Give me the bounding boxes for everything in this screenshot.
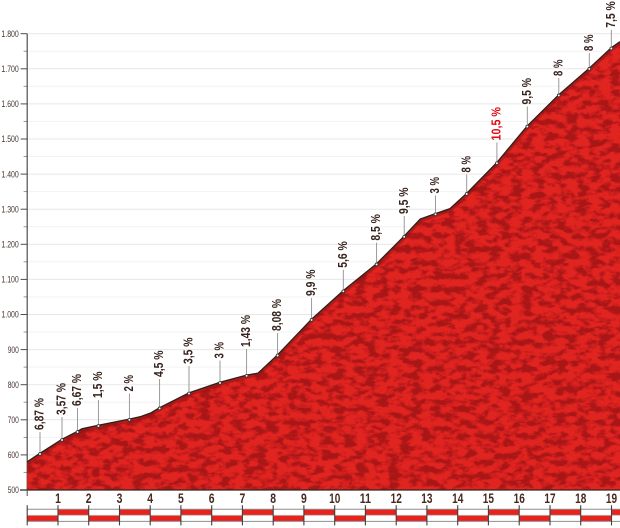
svg-text:1.000: 1.000 <box>1 310 18 320</box>
svg-text:3 %: 3 % <box>213 342 227 359</box>
svg-text:1.200: 1.200 <box>1 240 18 250</box>
svg-text:700: 700 <box>8 415 19 425</box>
svg-text:10,5 %: 10,5 % <box>490 107 504 141</box>
svg-text:17: 17 <box>544 491 555 506</box>
svg-text:1.800: 1.800 <box>1 29 18 39</box>
svg-text:3,57 %: 3,57 % <box>55 383 69 415</box>
svg-text:8 %: 8 % <box>551 60 565 77</box>
svg-text:6,87 %: 6,87 % <box>33 398 47 430</box>
svg-text:8,08 %: 8,08 % <box>270 299 284 331</box>
svg-text:800: 800 <box>8 380 19 390</box>
svg-text:8: 8 <box>270 491 276 506</box>
svg-text:4: 4 <box>147 491 153 506</box>
svg-text:900: 900 <box>8 345 19 355</box>
svg-text:1.600: 1.600 <box>1 99 18 109</box>
svg-text:8 %: 8 % <box>459 156 473 173</box>
svg-text:1,43 %: 1,43 % <box>239 315 253 347</box>
svg-text:1,5 %: 1,5 % <box>91 372 105 399</box>
svg-text:4,5 %: 4,5 % <box>152 351 166 378</box>
svg-text:18: 18 <box>575 491 587 506</box>
svg-text:1.100: 1.100 <box>1 275 18 285</box>
svg-text:8 %: 8 % <box>582 35 596 52</box>
svg-text:3,5 %: 3,5 % <box>182 338 196 365</box>
svg-text:19: 19 <box>606 491 617 506</box>
svg-text:12: 12 <box>391 491 402 506</box>
svg-text:1.300: 1.300 <box>1 204 18 214</box>
svg-text:7,5 %: 7,5 % <box>604 1 618 28</box>
svg-text:16: 16 <box>514 491 526 506</box>
svg-text:3 %: 3 % <box>428 177 442 194</box>
svg-text:2 %: 2 % <box>122 375 136 392</box>
svg-text:3: 3 <box>117 491 123 506</box>
svg-text:14: 14 <box>452 491 464 506</box>
svg-text:10: 10 <box>329 491 340 506</box>
svg-text:5: 5 <box>178 491 184 506</box>
svg-text:13: 13 <box>421 491 433 506</box>
svg-text:9,5 %: 9,5 % <box>397 188 411 215</box>
svg-text:1.500: 1.500 <box>1 134 18 144</box>
svg-text:600: 600 <box>8 450 19 460</box>
svg-text:1.700: 1.700 <box>1 64 18 74</box>
svg-text:1: 1 <box>55 491 61 506</box>
svg-text:9,9 %: 9,9 % <box>304 270 318 297</box>
svg-text:15: 15 <box>483 491 495 506</box>
svg-text:6,67 %: 6,67 % <box>70 374 84 406</box>
svg-text:6: 6 <box>209 491 215 506</box>
svg-text:1.400: 1.400 <box>1 169 18 179</box>
svg-text:7: 7 <box>240 491 246 506</box>
svg-text:8,5 %: 8,5 % <box>369 214 383 241</box>
svg-text:2: 2 <box>86 491 92 506</box>
svg-text:5,6 %: 5,6 % <box>336 241 350 268</box>
svg-text:11: 11 <box>360 491 372 506</box>
svg-text:9,5 %: 9,5 % <box>520 78 534 105</box>
svg-text:9: 9 <box>301 491 307 506</box>
svg-text:500: 500 <box>8 485 19 495</box>
